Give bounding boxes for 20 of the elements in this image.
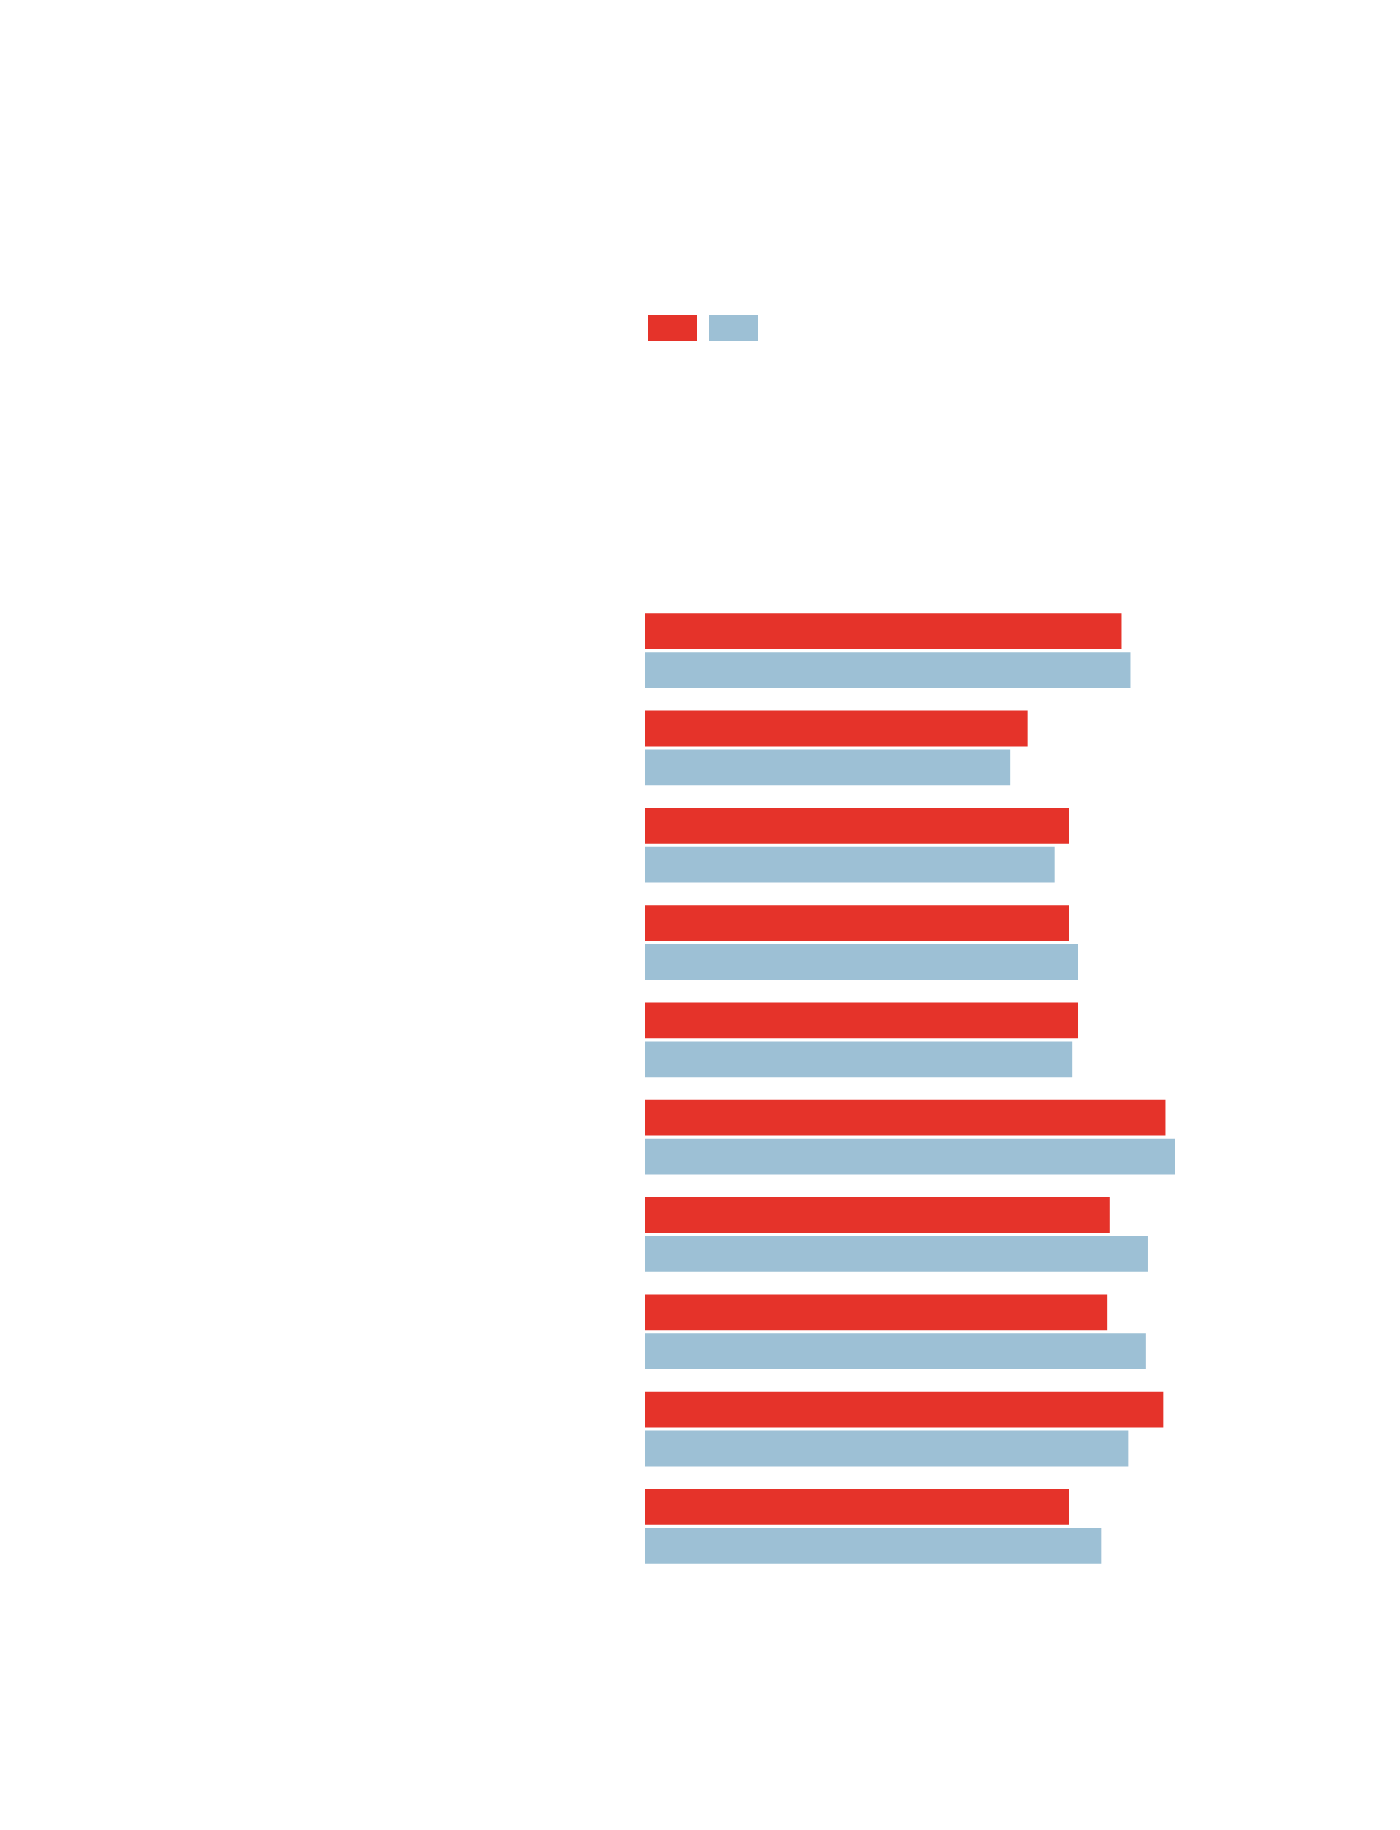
bar	[645, 652, 1131, 689]
bar	[645, 1488, 1069, 1525]
bar	[645, 807, 1069, 844]
bar	[645, 1099, 1166, 1136]
bar	[645, 944, 1079, 980]
bar	[645, 1236, 1148, 1272]
bar	[645, 905, 1069, 941]
bar	[645, 1002, 1079, 1039]
bar	[645, 1197, 1110, 1233]
bar	[645, 749, 1011, 786]
bar	[645, 1430, 1129, 1467]
bar	[645, 710, 1028, 747]
bar	[645, 846, 1055, 883]
bar	[645, 1391, 1164, 1428]
bar	[645, 613, 1122, 650]
bar	[645, 1527, 1102, 1564]
bar	[645, 1333, 1146, 1370]
bar	[645, 1041, 1073, 1078]
bar	[645, 1138, 1175, 1175]
bar	[645, 1294, 1108, 1331]
